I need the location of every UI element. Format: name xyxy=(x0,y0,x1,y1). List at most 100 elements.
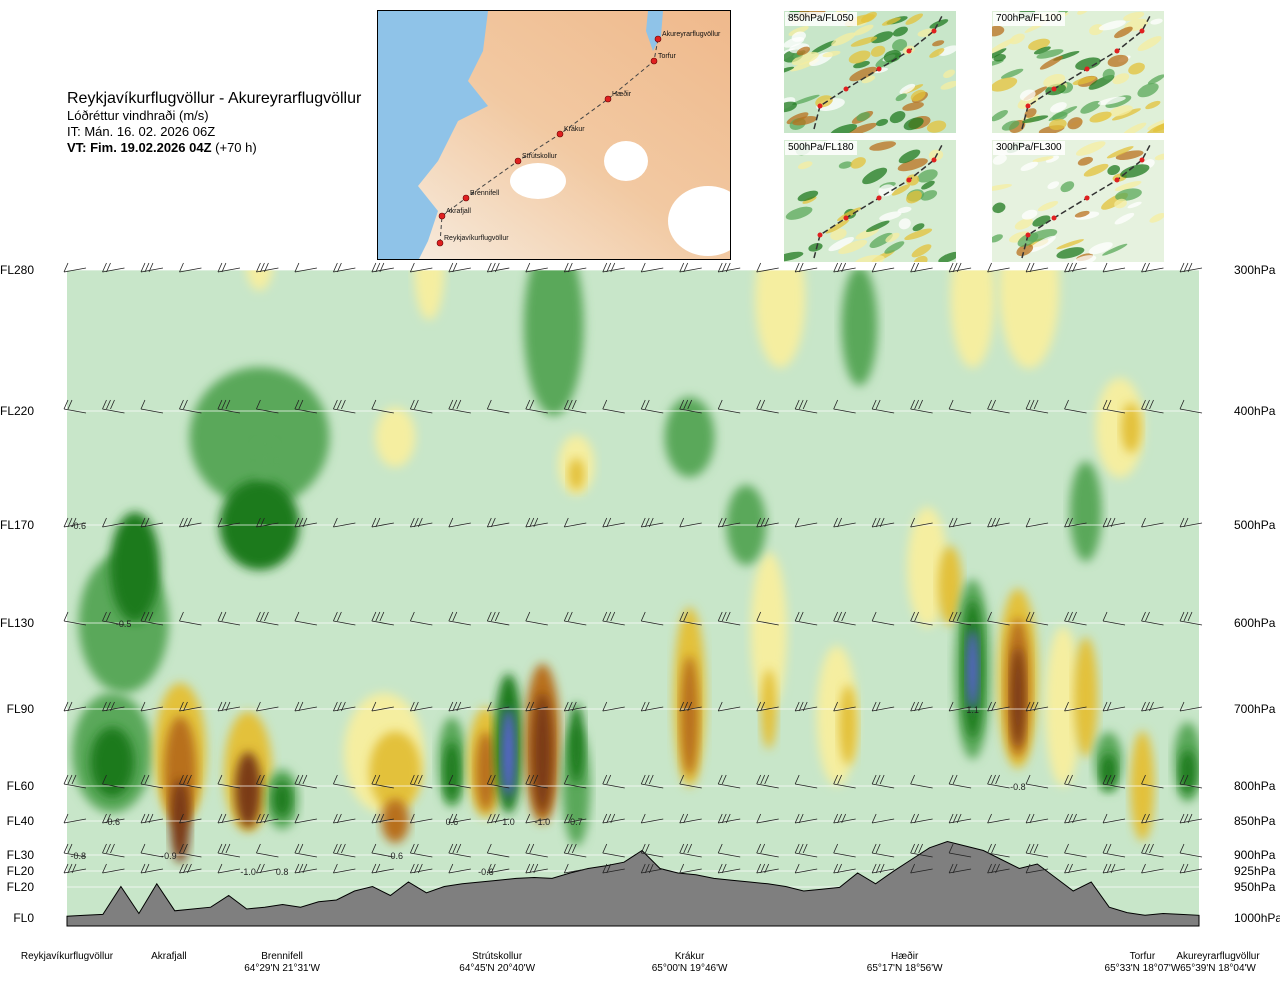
inset-field-patch xyxy=(1032,156,1054,163)
wind-barb-flag xyxy=(1110,774,1116,785)
wind-barb-flag xyxy=(413,701,419,712)
map-point xyxy=(654,35,662,43)
inset-route-point xyxy=(1084,66,1090,72)
velocity-cell xyxy=(950,270,995,368)
wind-barb-shaft xyxy=(333,408,356,414)
wind-barb-flag xyxy=(1102,399,1108,410)
wind-barb-flag xyxy=(140,813,146,824)
wind-barb-flag xyxy=(448,701,454,712)
value-label: 0.8 xyxy=(276,867,289,877)
wind-barb-shaft xyxy=(679,408,702,414)
wind-barb-flag xyxy=(644,701,650,712)
map-point-label: Krákur xyxy=(564,126,585,133)
wind-barb-flag xyxy=(1106,863,1112,874)
wind-barb-flag xyxy=(602,262,608,273)
wind-barb-shaft xyxy=(487,706,510,712)
wind-barb-flag xyxy=(644,517,650,528)
wind-barb-flag xyxy=(456,399,462,410)
wind-barb-flag xyxy=(144,611,150,622)
wind-barb-flag xyxy=(102,262,107,273)
inset-route-point xyxy=(1114,48,1120,54)
wind-barb-flag xyxy=(294,843,300,854)
valid-time-label: VT: Fim. 19.02.2026 04Z xyxy=(67,140,212,155)
wind-barb-shaft xyxy=(371,783,394,789)
inset-field-patch xyxy=(850,157,866,169)
wind-barb-flag xyxy=(987,813,992,824)
wind-barb-flag xyxy=(486,863,492,874)
wind-barb-flag xyxy=(683,843,689,854)
wind-barb-flag xyxy=(337,843,342,854)
wind-barb-flag xyxy=(875,863,881,874)
wind-barb-shaft xyxy=(333,522,356,528)
valid-time: VT: Fim. 19.02.2026 04Z (+70 h) xyxy=(67,140,397,156)
wind-barb-flag xyxy=(910,813,915,824)
wind-barb-shaft xyxy=(718,783,741,789)
wind-barb-flag xyxy=(140,517,146,528)
wind-barb-shaft xyxy=(448,706,471,712)
wind-barb-shaft xyxy=(140,522,164,528)
wind-barb-shaft xyxy=(294,267,317,273)
y-label-right: 700hPa xyxy=(1234,702,1276,716)
wind-barb-flag xyxy=(494,611,500,622)
inset-field-patch xyxy=(1152,120,1164,132)
wind-barb-shaft xyxy=(679,818,702,824)
wind-barb-flag xyxy=(794,517,800,528)
wind-barb-flag xyxy=(1149,843,1154,854)
wind-barb-shaft xyxy=(371,868,394,874)
wind-barb-flag xyxy=(1068,774,1073,785)
inset-field-patch xyxy=(848,50,871,64)
wind-barb-flag xyxy=(1106,701,1112,712)
wind-barb-shaft xyxy=(140,868,164,874)
wind-barb-flag xyxy=(106,611,111,622)
wind-barb-shaft xyxy=(410,818,433,824)
wind-barb-flag xyxy=(1145,262,1150,273)
wind-barb-flag xyxy=(1141,774,1146,785)
wind-barb-flag xyxy=(529,701,535,712)
wind-barb-flag xyxy=(798,611,804,622)
wind-barb-flag xyxy=(948,611,954,622)
wind-barb-shaft xyxy=(217,706,241,712)
wind-barb-shaft xyxy=(179,408,202,414)
velocity-cell xyxy=(755,270,806,368)
wind-barb-flag xyxy=(448,399,454,410)
wind-barb-shaft xyxy=(256,522,279,528)
wind-barb-flag xyxy=(610,262,616,273)
wind-barb-flag xyxy=(687,843,693,854)
wind-barb-shaft xyxy=(1179,408,1203,414)
wind-barb-flag xyxy=(529,843,535,854)
wind-barb-flag xyxy=(260,813,265,824)
inset-300: 300hPa/FL300 xyxy=(992,140,1164,262)
wind-barb-flag xyxy=(679,611,685,622)
wind-barb-flag xyxy=(1179,399,1185,410)
wind-barb-shaft xyxy=(487,783,510,789)
inset-500-svg xyxy=(784,140,956,262)
wind-barb-flag xyxy=(756,774,762,785)
wind-barb-shaft xyxy=(910,783,933,789)
wind-barb-flag xyxy=(606,262,612,273)
wind-barb-flag xyxy=(448,813,454,824)
wind-barb-flag xyxy=(1179,774,1185,785)
wind-barb-flag xyxy=(67,774,73,785)
wind-barb-flag xyxy=(602,611,608,622)
wind-barb-flag xyxy=(1064,774,1069,785)
wind-barb-flag xyxy=(486,399,492,410)
inset-500: 500hPa/FL180 xyxy=(784,140,956,262)
wind-barb-shaft xyxy=(602,522,625,528)
wind-barb-flag xyxy=(798,813,804,824)
inset-field-patch xyxy=(1028,235,1056,253)
wind-barb-shaft xyxy=(679,522,702,528)
wind-barb-flag xyxy=(563,517,569,528)
wind-barb-flag xyxy=(640,774,646,785)
wind-barb-flag xyxy=(1141,399,1146,410)
wind-barb-shaft xyxy=(448,620,471,626)
wind-barb-flag xyxy=(640,399,646,410)
wind-barb-flag xyxy=(1025,813,1031,824)
wind-barb-shaft xyxy=(602,868,625,874)
wind-barb-flag xyxy=(140,843,146,854)
velocity-cell xyxy=(1045,626,1082,787)
wind-barb-flag xyxy=(948,517,954,528)
wind-barb-shaft xyxy=(1102,267,1126,273)
wind-barb-flag xyxy=(183,399,188,410)
inset-field-patch xyxy=(879,211,902,221)
inset-field-patch xyxy=(904,228,933,241)
